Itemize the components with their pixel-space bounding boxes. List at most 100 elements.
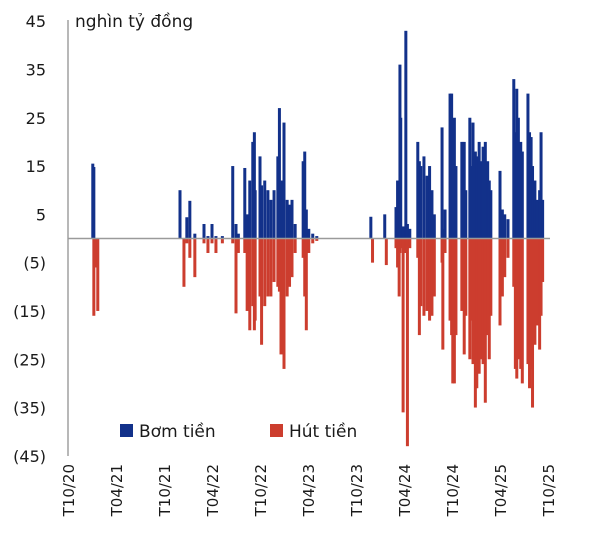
bar-bom-tien (520, 151, 524, 239)
bar-hut-tien (460, 238, 464, 311)
bar-bom-tien (236, 233, 240, 239)
bar-bom-tien (452, 117, 456, 239)
bar-bom-tien (480, 161, 484, 239)
bar-hut-tien (210, 238, 214, 244)
bar-bom-tien (475, 156, 479, 239)
bar-hut-tien (404, 238, 408, 253)
bar-hut-tien (182, 238, 186, 287)
bar-hut-tien (454, 238, 458, 336)
bar-hut-tien (452, 238, 456, 384)
bar-hut-tien (251, 238, 255, 307)
bar-bom-tien (477, 141, 481, 239)
y-tick-label: (45) (13, 447, 46, 466)
bar-bom-tien (231, 166, 235, 239)
bar-bom-tien (369, 216, 373, 239)
bar-hut-tien (231, 238, 235, 244)
bar-hut-tien (269, 238, 273, 297)
bar-hut-tien (464, 238, 468, 316)
bar-hut-tien (293, 238, 297, 253)
bar-hut-tien (451, 238, 455, 384)
bar-hut-tien (307, 238, 311, 253)
bar-bom-tien (277, 108, 281, 239)
y-tick-label: 5 (36, 205, 46, 224)
bar-hut-tien (489, 238, 493, 316)
bar-hut-tien (394, 238, 398, 249)
bar-hut-tien (481, 238, 485, 365)
unit-label: nghìn tỷ đồng (75, 11, 193, 32)
bar-bom-tien (535, 199, 539, 239)
bar-hut-tien (535, 238, 539, 326)
bar-hut-tien (214, 238, 218, 253)
bar-hut-tien (202, 238, 206, 244)
bar-bom-tien (404, 30, 408, 239)
bar-bom-tien (252, 132, 256, 239)
bar-bom-tien (430, 190, 434, 239)
bar-hut-tien (443, 238, 447, 253)
bar-bom-tien (304, 209, 308, 239)
bar-bom-tien (185, 217, 189, 239)
bar-bom-tien (206, 236, 210, 239)
x-tick-label: T04/23 (300, 464, 318, 517)
y-tick-label: (5) (23, 254, 46, 273)
bar-hut-tien (516, 238, 520, 360)
bar-hut-tien (260, 238, 264, 345)
bar-bom-tien (533, 180, 537, 239)
x-tick-label: T10/22 (252, 464, 270, 517)
y-tick-label: (35) (13, 399, 46, 418)
bar-bom-tien (214, 236, 218, 239)
bar-hut-tien (396, 238, 400, 268)
bar-bom-tien (469, 166, 473, 239)
bar-hut-tien (311, 238, 315, 244)
bar-hut-tien (253, 238, 257, 321)
bar-bom-tien (531, 166, 535, 239)
bar-hut-tien (425, 238, 429, 311)
y-tick-label: (15) (13, 302, 46, 321)
bar-hut-tien (243, 238, 247, 253)
bar-hut-tien (384, 238, 388, 266)
bar-bom-tien (276, 156, 280, 239)
bar-bom-tien (260, 185, 264, 239)
bar-bom-tien (516, 117, 520, 239)
bar-bom-tien (279, 180, 283, 239)
bar-hut-tien (500, 238, 504, 297)
bar-hut-tien (519, 238, 523, 369)
bar-bom-tien (285, 199, 289, 239)
bar-hut-tien (419, 238, 423, 307)
bar-bom-tien (419, 166, 423, 239)
bar-bom-tien (405, 224, 409, 239)
bar-hut-tien (193, 238, 197, 278)
y-tick-label: 35 (26, 60, 46, 79)
bar-hut-tien (279, 238, 283, 355)
bar-bom-tien (526, 93, 530, 239)
bar-hut-tien (432, 238, 436, 297)
x-tick-label: T04/22 (204, 464, 222, 517)
bar-hut-tien (471, 238, 475, 365)
bar-bom-tien (202, 224, 206, 239)
bar-bom-tien (383, 214, 387, 239)
bar-hut-tien (401, 238, 405, 413)
bar-hut-tien (469, 238, 473, 321)
bar-hut-tien (272, 238, 276, 282)
bar-hut-tien (498, 238, 502, 326)
bar-bom-tien (481, 146, 485, 239)
bar-bom-tien (399, 117, 403, 239)
bar-hut-tien (506, 238, 510, 258)
bar-hut-tien (475, 238, 479, 389)
x-tick-label: T10/24 (444, 464, 462, 517)
bar-hut-tien (533, 238, 537, 345)
bar-bom-tien (500, 209, 504, 239)
bar-hut-tien (422, 238, 426, 316)
bar-bom-tien (188, 200, 192, 239)
bar-hut-tien (96, 238, 100, 311)
bar-hut-tien (531, 238, 535, 408)
bar-hut-tien (301, 238, 305, 258)
bar-bom-tien (506, 219, 510, 239)
bar-bom-tien (460, 141, 464, 239)
bar-hut-tien (245, 238, 249, 311)
bar-bom-tien (489, 190, 493, 239)
bar-hut-tien (539, 238, 543, 316)
bar-hut-tien (288, 238, 292, 287)
bar-hut-tien (405, 238, 409, 447)
bar-hut-tien (526, 238, 530, 365)
bar-bom-tien (290, 199, 294, 239)
